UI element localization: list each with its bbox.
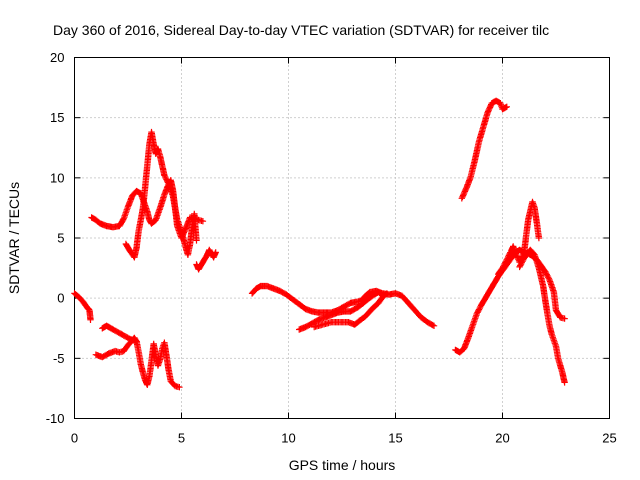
data-series-arc-4: [193, 246, 219, 273]
data-point-markers: [71, 290, 94, 323]
x-tick-label: 0: [71, 431, 78, 446]
data-point-markers: [311, 290, 391, 331]
data-point-markers: [122, 128, 200, 261]
data-series-arc-5: [92, 334, 183, 391]
data-series: [71, 97, 568, 391]
x-tick-label: 20: [495, 431, 509, 446]
data-series-arc-6: [99, 322, 140, 345]
y-tick-label: 10: [50, 170, 64, 185]
y-tick-label: 20: [50, 50, 64, 65]
chart-title: Day 360 of 2016, Sidereal Day-to-day VTE…: [53, 22, 549, 38]
data-point-markers: [458, 97, 510, 202]
x-tick-label: 5: [178, 431, 185, 446]
data-point-markers: [516, 246, 568, 386]
data-series-arc-10: [458, 97, 510, 202]
x-tick-label: 15: [388, 431, 402, 446]
x-tick-label: 10: [281, 431, 295, 446]
x-tick-label: 25: [602, 431, 616, 446]
y-axis-title: SDTVAR / TECUs: [6, 182, 22, 294]
data-series-arc-8: [296, 288, 384, 333]
y-tick-label: -10: [46, 411, 65, 426]
data-point-markers: [193, 246, 219, 273]
data-point-markers: [99, 322, 140, 345]
data-point-markers: [92, 334, 183, 391]
y-tick-label: -5: [53, 351, 65, 366]
data-point-markers: [296, 288, 384, 333]
y-tick-label: 15: [50, 110, 64, 125]
data-series-arc-1: [71, 290, 94, 323]
data-series-arc-3: [122, 128, 200, 261]
data-series-arc-9: [311, 290, 391, 331]
x-axis-title: GPS time / hours: [289, 457, 396, 473]
axis-ticks: 0 5 10 15 20 25 -10 -5 0 5 10 15 20: [46, 50, 617, 446]
data-series-arc-13: [516, 246, 568, 386]
y-tick-label: 5: [57, 231, 64, 246]
y-tick-label: 0: [57, 291, 64, 306]
